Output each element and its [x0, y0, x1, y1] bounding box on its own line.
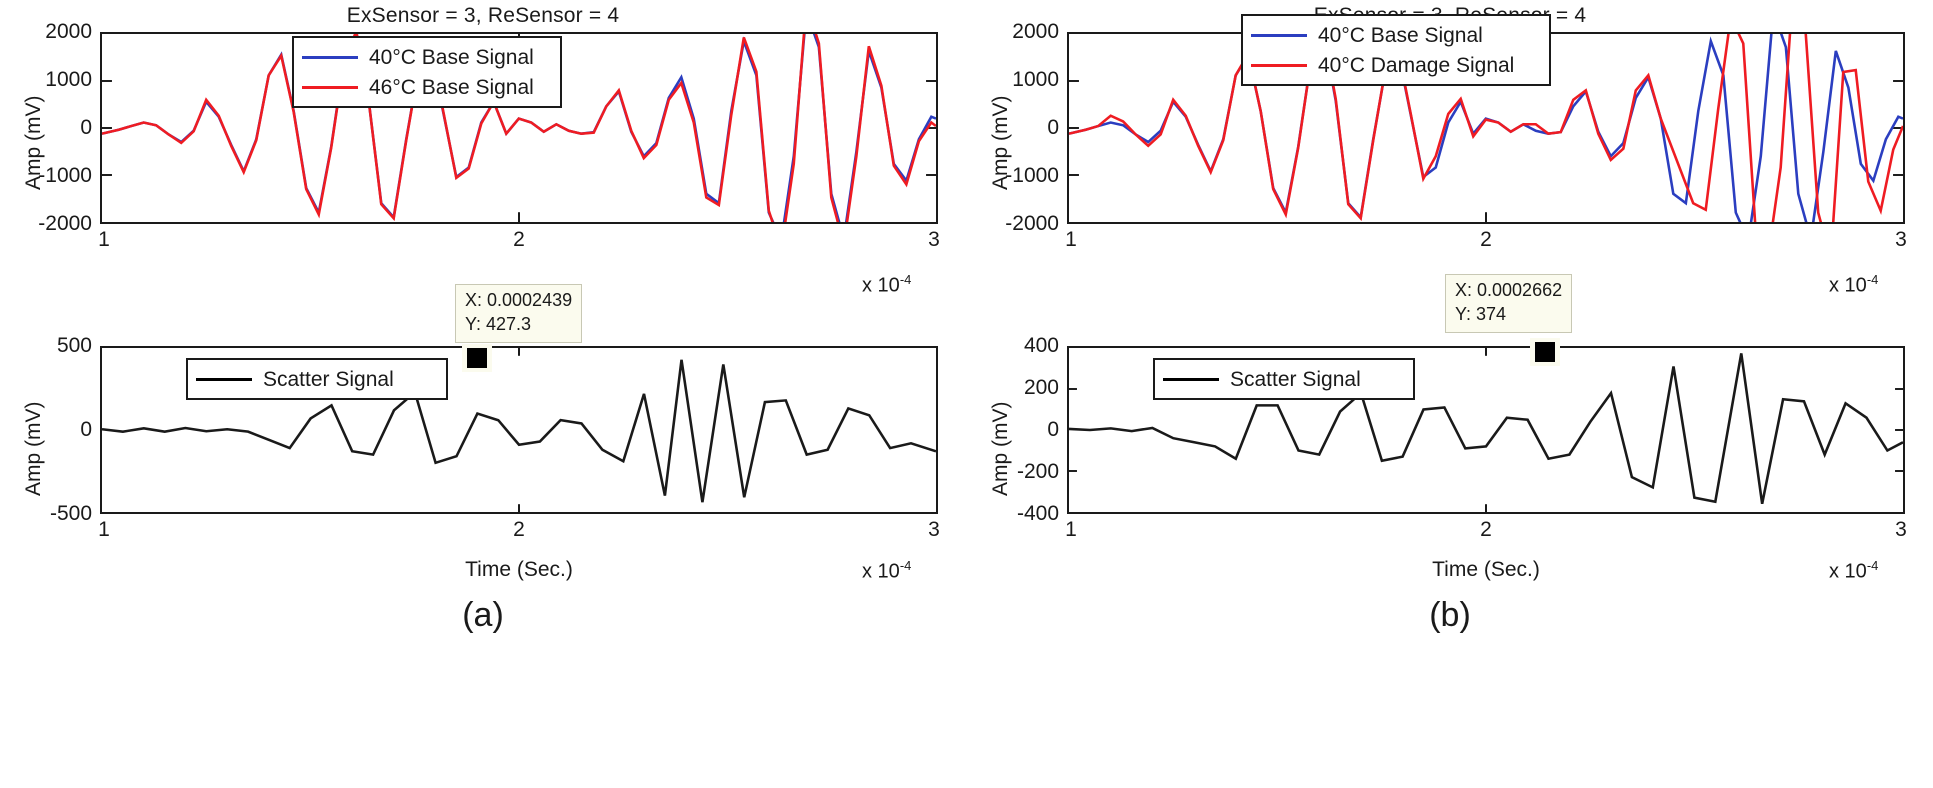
caption-a: (a) [462, 596, 504, 634]
multiplier-text-b-bottom: x 10 [1829, 560, 1867, 583]
xtick-b-top-1: 1 [1065, 228, 1077, 251]
ytick-b-top-2000: 2000 [1012, 20, 1059, 43]
legend-item-scatter-a: Scatter Signal [196, 364, 436, 394]
legend-swatch-scatter-b [1163, 377, 1219, 381]
legend-b-top: 40°C Base Signal 40°C Damage Signal [1241, 14, 1551, 86]
legend-swatch-scatter-a [196, 377, 252, 381]
multiplier-exp-b-top: -4 [1866, 272, 1879, 287]
ytick-a-bot-500: 500 [56, 334, 92, 357]
legend-item-scatter-b: Scatter Signal [1163, 364, 1403, 394]
ytick-a-top-m2000: -2000 [38, 212, 92, 235]
ytick-b-bot-m400: -400 [1016, 502, 1059, 525]
data-marker-b[interactable] [1535, 342, 1555, 362]
subplot-a-bottom: 500 0 -500 Amp (mV) Scatter Signal [0, 284, 966, 788]
subplot-b-bottom: 400 200 0 -200 -400 Amp (mV) [967, 274, 1933, 788]
tick-marks-left [1069, 80, 1079, 176]
xtick-a-bot-3: 3 [928, 518, 940, 541]
tooltip-x-b: X: 0.0002662 [1455, 280, 1563, 300]
legend-swatch-red [302, 85, 358, 89]
plot-b-bottom-svg [1069, 348, 1903, 512]
ytick-b-bot-0: 0 [1047, 418, 1059, 441]
panel-a: ExSensor = 3, ReSensor = 4 2000 1000 0 -… [0, 0, 966, 788]
legend-item-blue-b: 40°C Base Signal [1251, 20, 1539, 50]
caption-b: (b) [1429, 596, 1471, 634]
subplot-b-top: ExSensor = 3, ReSensor = 4 2000 1000 0 -… [967, 0, 1933, 300]
data-marker-a[interactable] [467, 348, 487, 368]
series-line-scatter-b [1069, 353, 1903, 505]
series-line-red [102, 34, 936, 222]
xtick-a-bot-1: 1 [98, 518, 110, 541]
legend-label-scatter-a: Scatter Signal [263, 367, 394, 391]
xtick-b-bot-2: 2 [1480, 518, 1492, 541]
ytick-b-top-m2000: -2000 [1005, 212, 1059, 235]
legend-swatch-blue-b [1251, 33, 1307, 37]
multiplier-b-top: x 10-4 [1829, 272, 1878, 298]
ytick-b-bot-m200: -200 [1016, 460, 1059, 483]
chart-title-a-top: ExSensor = 3, ReSensor = 4 [346, 4, 620, 27]
legend-b-bottom: Scatter Signal [1153, 358, 1415, 400]
data-tooltip-b: X: 0.0002662 Y: 374 [1445, 274, 1573, 333]
legend-item-blue: 40°C Base Signal [302, 42, 550, 72]
data-tooltip-a: X: 0.0002439 Y: 427.3 [455, 284, 583, 343]
ytick-a-top-1000: 1000 [45, 68, 92, 91]
tooltip-y-a: Y: 427.3 [465, 313, 532, 334]
ylabel-a-top: Amp (mV) [22, 95, 45, 191]
ylabel-b-bottom: Amp (mV) [989, 401, 1012, 497]
multiplier-exp-a-top: -4 [899, 272, 912, 287]
xlabel-a-bottom: Time (Sec.) [465, 558, 573, 581]
ylabel-a-bottom: Amp (mV) [22, 401, 45, 497]
xtick-a-top-1: 1 [98, 228, 110, 251]
series-line-scatter-a [102, 359, 936, 503]
ytick-b-top-0: 0 [1047, 116, 1059, 139]
tick-marks-left-b [1069, 388, 1077, 472]
ytick-b-top-m1000: -1000 [1005, 164, 1059, 187]
xtick-a-top-2: 2 [513, 228, 525, 251]
tooltip-x-a: X: 0.0002439 [465, 290, 573, 310]
multiplier-exp-a-bottom: -4 [899, 558, 912, 573]
xtick-a-bot-2: 2 [513, 518, 525, 541]
multiplier-text-a-top: x 10 [862, 274, 900, 297]
tooltip-y-b: Y: 374 [1455, 303, 1507, 324]
xtick-b-bot-1: 1 [1065, 518, 1077, 541]
legend-label-blue-b: 40°C Base Signal [1318, 23, 1483, 47]
ytick-b-bot-200: 200 [1023, 376, 1059, 399]
xlabel-b-bottom: Time (Sec.) [1432, 558, 1540, 581]
multiplier-text-b-top: x 10 [1829, 274, 1867, 297]
panel-b: ExSensor = 3, ReSensor = 4 2000 1000 0 -… [967, 0, 1933, 788]
legend-a-bottom: Scatter Signal [186, 358, 448, 400]
xtick-a-top-3: 3 [928, 228, 940, 251]
multiplier-a-top: x 10-4 [862, 272, 911, 298]
ytick-a-top-2000: 2000 [45, 20, 92, 43]
xtick-b-top-3: 3 [1895, 228, 1907, 251]
ytick-a-top-0: 0 [80, 116, 92, 139]
legend-item-red: 46°C Base Signal [302, 72, 550, 102]
plot-a-bottom-svg [102, 348, 936, 512]
ytick-a-bot-0: 0 [80, 418, 92, 441]
legend-swatch-blue [302, 55, 358, 59]
legend-label-blue: 40°C Base Signal [369, 45, 534, 69]
subplot-a-top: ExSensor = 3, ReSensor = 4 2000 1000 0 -… [0, 0, 966, 300]
legend-label-red: 46°C Base Signal [369, 75, 534, 99]
legend-label-scatter-b: Scatter Signal [1230, 367, 1361, 391]
xtick-b-top-2: 2 [1480, 228, 1492, 251]
tick-marks-right-b [1895, 388, 1903, 472]
legend-swatch-red-b [1251, 63, 1307, 67]
multiplier-exp-b-bottom: -4 [1866, 558, 1879, 573]
xtick-b-bot-3: 3 [1895, 518, 1907, 541]
legend-label-red-b: 40°C Damage Signal [1318, 53, 1515, 77]
series-line-red-b [1069, 34, 1903, 222]
ytick-a-bot-m500: -500 [49, 502, 92, 525]
ytick-b-bot-400: 400 [1023, 334, 1059, 357]
tick-marks-left [102, 80, 112, 176]
ylabel-b-top: Amp (mV) [989, 95, 1012, 191]
plot-a-top-svg [102, 34, 936, 222]
legend-item-red-b: 40°C Damage Signal [1251, 50, 1539, 80]
multiplier-b-bottom: x 10-4 [1829, 558, 1878, 584]
multiplier-text-a-bottom: x 10 [862, 560, 900, 583]
legend-a-top: 40°C Base Signal 46°C Base Signal [292, 36, 562, 108]
ytick-a-top-m1000: -1000 [38, 164, 92, 187]
ytick-b-top-1000: 1000 [1012, 68, 1059, 91]
multiplier-a-bottom: x 10-4 [862, 558, 911, 584]
